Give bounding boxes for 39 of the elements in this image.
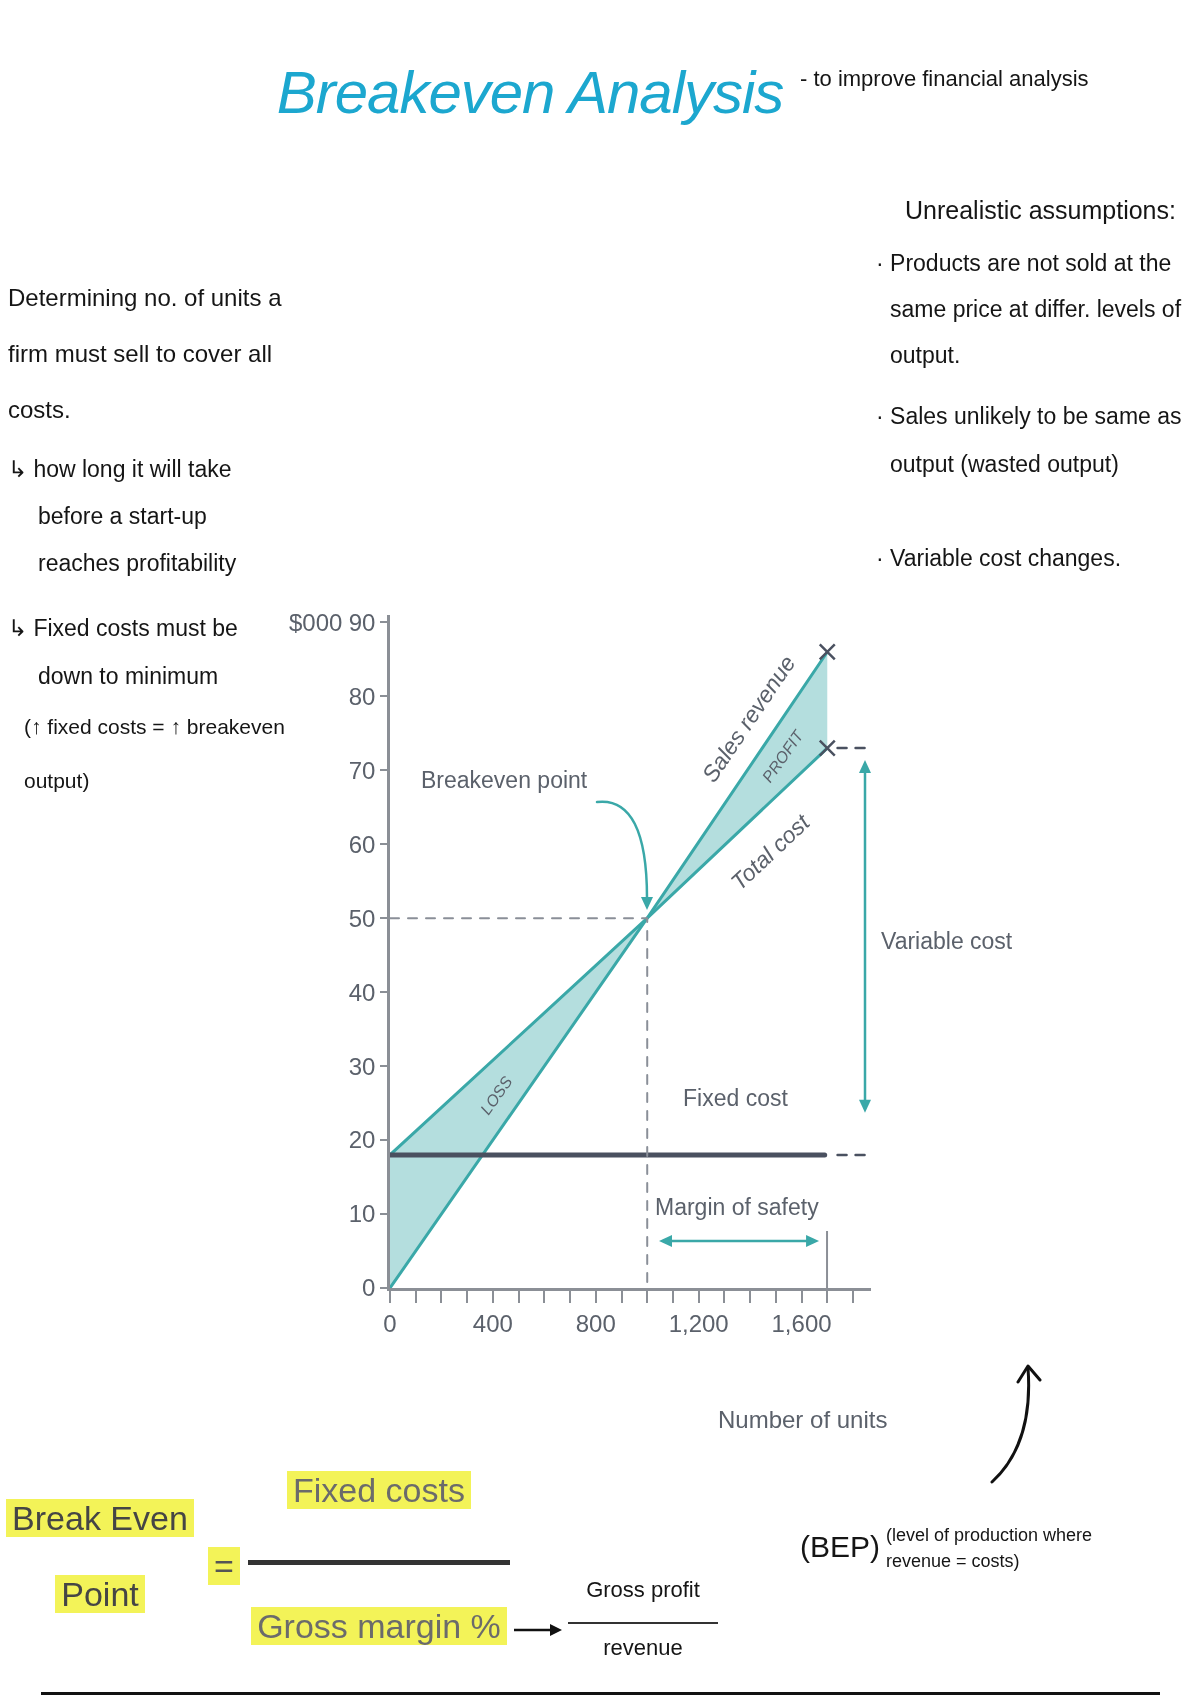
text: ↳ how long it will take before a start-up reaches profitability: [8, 455, 238, 578]
text: revenue: [602, 1634, 684, 1662]
text: - to improve financial analysis: [800, 66, 1089, 92]
text: Variable cost: [881, 928, 1013, 954]
y-tick-label: 60: [348, 830, 376, 858]
x-axis-title: Number of units: [718, 1406, 888, 1433]
text: Break Even Point: [6, 1499, 194, 1613]
x-tick-label: 400: [472, 1309, 513, 1337]
text: =: [208, 1547, 240, 1585]
y-tick-label: 10: [348, 1200, 376, 1228]
text: Gross margin %: [251, 1607, 507, 1645]
series-label: Fixed cost: [683, 1085, 789, 1111]
text: Fixed costs: [287, 1471, 471, 1509]
text: (BEP): [800, 1529, 881, 1565]
x-tick-label: 1,600: [771, 1309, 832, 1337]
y-tick-label: 0: [362, 1274, 376, 1302]
x-tick-label: 1,200: [668, 1309, 729, 1337]
y-tick-label: 70: [348, 756, 376, 784]
annotation: Breakeven point: [421, 767, 588, 793]
x-tick-label: 0: [383, 1309, 397, 1337]
chart-title: Breakeven Analysis: [276, 59, 784, 126]
text: · Variable cost changes.: [876, 544, 1123, 573]
y-tick-label: 90: [348, 608, 376, 636]
y-tick-label: 40: [348, 978, 376, 1006]
y-axis-title: $000: [289, 609, 343, 636]
text: · Sales unlikely to be same as output (wasted output): [876, 402, 1183, 479]
annotation: Margin of safety: [655, 1194, 820, 1220]
x-tick-label: 800: [575, 1309, 616, 1337]
text: (↑ fixed costs = ↑ breakeven output): [24, 715, 285, 792]
text: Unrealistic assumptions:: [905, 195, 1177, 226]
y-tick-label: 20: [348, 1126, 376, 1154]
text: (level of production where revenue = costs): [886, 1524, 1094, 1573]
text: Determining no. of units a firm must sell to cover all costs.: [8, 284, 282, 423]
text: Gross profit: [568, 1572, 718, 1624]
y-tick-label: 50: [348, 904, 376, 932]
y-tick-label: 30: [348, 1052, 376, 1080]
y-tick-label: 80: [348, 682, 376, 710]
text: ↳ Fixed costs must be down to minimum: [8, 614, 239, 691]
text: · Products are not sold at the same price at differ. levels of output.: [876, 249, 1183, 370]
